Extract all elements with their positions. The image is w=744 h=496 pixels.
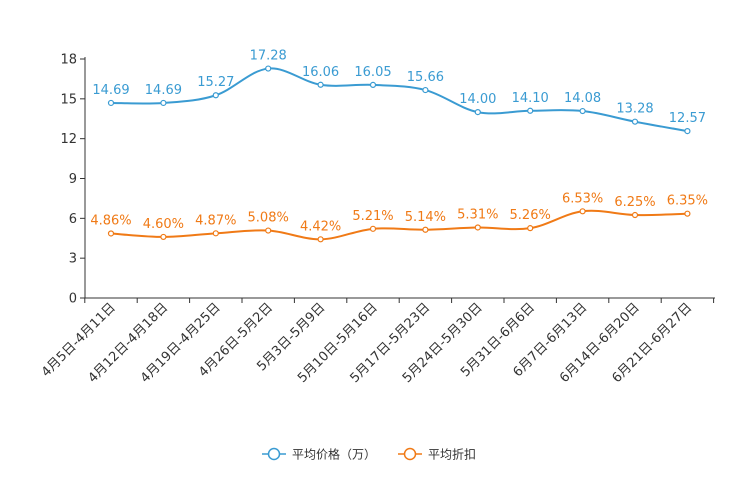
y-tick-label: 6 [69, 212, 77, 227]
data-label: 6.25% [614, 195, 655, 210]
y-tick-label: 12 [60, 132, 77, 147]
legend-item-1[interactable]: 平均价格（万） [262, 447, 376, 462]
data-label: 14.10 [512, 91, 549, 106]
y-tick-label: 15 [60, 92, 77, 107]
y-tick-label: 3 [69, 252, 77, 267]
data-point[interactable] [212, 92, 219, 99]
data-label: 14.69 [92, 83, 129, 98]
data-label: 17.28 [250, 49, 287, 64]
y-tick-label: 18 [60, 53, 77, 68]
data-point[interactable] [527, 225, 534, 232]
data-label: 6.53% [562, 191, 603, 206]
data-point[interactable] [631, 211, 639, 219]
data-point[interactable] [527, 107, 534, 114]
legend-item-2[interactable]: 平均折扣 [398, 447, 476, 462]
data-point[interactable] [684, 127, 691, 135]
data-label: 15.66 [407, 70, 444, 85]
data-point[interactable] [422, 86, 429, 94]
data-point[interactable] [631, 118, 639, 125]
legend-marker-icon [267, 447, 281, 461]
data-label: 5.26% [510, 208, 551, 223]
data-label: 14.00 [459, 92, 496, 107]
data-point[interactable] [107, 230, 115, 237]
data-label: 4.86% [90, 213, 131, 228]
data-point[interactable] [317, 236, 324, 243]
data-point[interactable] [212, 230, 219, 237]
data-point[interactable] [422, 226, 429, 233]
data-label: 4.60% [143, 217, 184, 232]
y-tick-label: 9 [69, 172, 77, 187]
data-point[interactable] [317, 81, 324, 88]
data-point[interactable] [265, 227, 272, 234]
series-line [110, 209, 688, 241]
data-label: 12.57 [669, 111, 706, 126]
data-label: 14.08 [564, 91, 601, 106]
data-label: 4.42% [300, 219, 341, 234]
data-point[interactable] [160, 233, 167, 241]
data-point[interactable] [474, 224, 481, 231]
data-point[interactable] [107, 99, 115, 107]
data-label: 14.69 [145, 83, 182, 98]
data-point[interactable] [684, 210, 691, 217]
legend-marker-icon [403, 447, 417, 461]
y-tick-label: 0 [69, 292, 77, 307]
data-label: 16.05 [354, 65, 391, 80]
data-label: 4.87% [195, 213, 236, 228]
data-label: 5.21% [352, 209, 393, 224]
data-point[interactable] [369, 225, 377, 232]
data-point[interactable] [265, 65, 272, 72]
data-label: 15.27 [197, 75, 234, 90]
chart-legend[interactable]: 平均价格（万） 平均折扣 [262, 447, 476, 462]
data-label: 13.28 [616, 102, 653, 117]
data-label: 5.14% [405, 210, 446, 225]
data-label: 5.08% [248, 211, 289, 226]
legend-label: 平均价格（万） [292, 447, 376, 462]
data-label: 16.06 [302, 65, 339, 80]
chart-series: 14.69 14.69 15.27 17.28 16.06 16.05 15.66 14.00… [90, 49, 708, 243]
series-1: 14.69 14.69 15.27 17.28 16.06 16.05 15.66 14.00… [92, 49, 706, 135]
data-point[interactable] [579, 107, 586, 115]
data-label: 6.35% [667, 194, 708, 209]
legend-label: 平均折扣 [428, 447, 476, 462]
series-2: 4.86% 4.60% 4.87% 5.08% 4.42% 5.21% 5.14% 5.31%… [90, 191, 708, 243]
data-label: 5.31% [457, 207, 498, 222]
series-line [110, 67, 688, 133]
data-point[interactable] [369, 81, 377, 88]
data-point[interactable] [474, 109, 481, 116]
data-point[interactable] [160, 99, 167, 107]
data-point[interactable] [579, 208, 586, 215]
